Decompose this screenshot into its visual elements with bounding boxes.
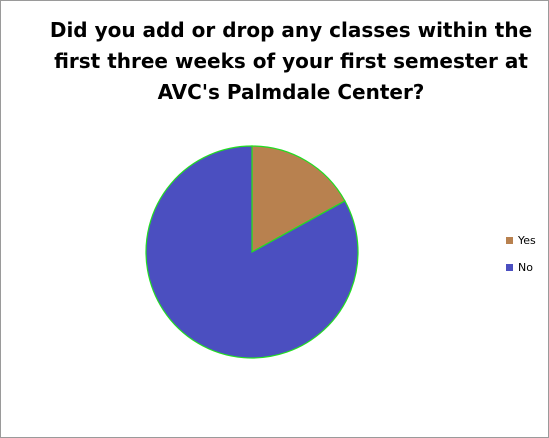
legend-item-no: No: [506, 260, 536, 274]
legend-label-no: No: [518, 260, 533, 274]
pie-slice-yes: [251, 145, 346, 254]
chart-title: Did you add or drop any classes within t…: [49, 18, 533, 104]
legend-swatch-no: [506, 263, 513, 271]
pie-slice-no: [145, 145, 359, 359]
legend-item-yes: Yes: [506, 233, 536, 247]
pie-slices: [145, 145, 359, 359]
legend: Yes No: [506, 233, 536, 287]
legend-label-yes: Yes: [518, 233, 536, 247]
legend-swatch-yes: [506, 236, 513, 244]
